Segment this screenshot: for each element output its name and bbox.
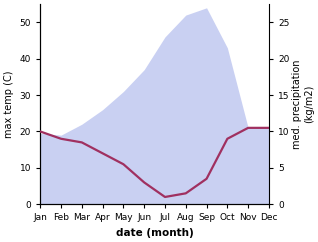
X-axis label: date (month): date (month) (116, 228, 193, 238)
Y-axis label: max temp (C): max temp (C) (4, 70, 14, 138)
Y-axis label: med. precipitation
(kg/m2): med. precipitation (kg/m2) (292, 60, 314, 149)
